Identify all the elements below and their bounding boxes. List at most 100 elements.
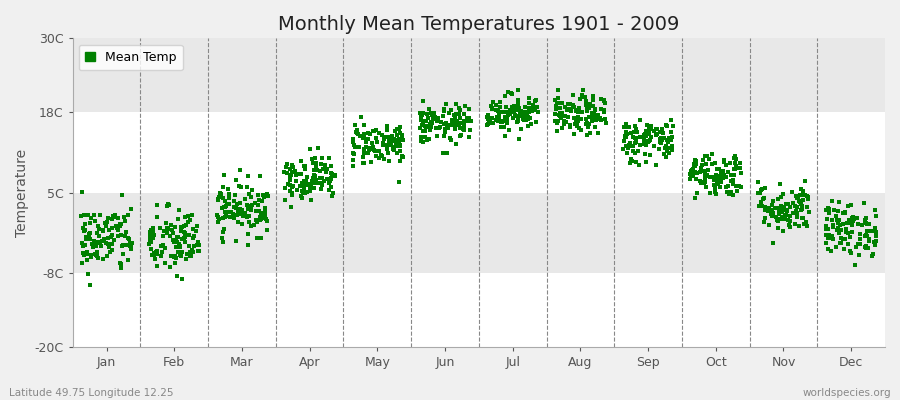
- Point: [307, 167, 321, 174]
- Point: [418, 134, 432, 141]
- Point: [563, 108, 578, 114]
- Point: [111, 233, 125, 240]
- Point: [830, 217, 844, 224]
- Point: [551, 87, 565, 94]
- Point: [764, 207, 778, 214]
- Point: [842, 220, 856, 227]
- Point: [831, 225, 845, 232]
- Point: [374, 152, 388, 158]
- Point: [733, 165, 747, 172]
- Point: [719, 162, 733, 168]
- Point: [105, 232, 120, 238]
- Point: [490, 114, 504, 120]
- Point: [826, 224, 841, 230]
- Point: [426, 116, 440, 122]
- Point: [868, 228, 882, 235]
- Point: [862, 236, 877, 242]
- Point: [842, 220, 857, 226]
- Point: [378, 134, 392, 140]
- Point: [505, 115, 519, 122]
- Point: [294, 188, 309, 194]
- Point: [385, 138, 400, 144]
- Point: [166, 227, 180, 234]
- Point: [700, 167, 715, 173]
- Point: [447, 122, 462, 128]
- Point: [709, 190, 724, 197]
- Point: [437, 128, 452, 134]
- Point: [289, 172, 303, 178]
- Point: [76, 250, 90, 256]
- Point: [101, 241, 115, 247]
- Point: [719, 184, 733, 190]
- Point: [653, 140, 668, 146]
- Point: [775, 216, 789, 222]
- Point: [859, 219, 873, 226]
- Point: [593, 117, 608, 123]
- Point: [240, 173, 255, 179]
- Point: [105, 213, 120, 219]
- Point: [562, 124, 577, 130]
- Point: [310, 145, 325, 151]
- Point: [714, 171, 728, 177]
- Point: [522, 109, 536, 115]
- Point: [840, 220, 854, 226]
- Point: [796, 215, 810, 221]
- Point: [717, 172, 732, 178]
- Point: [519, 108, 534, 115]
- Point: [554, 114, 568, 120]
- Point: [350, 129, 365, 136]
- Point: [796, 188, 810, 194]
- Point: [713, 184, 727, 190]
- Point: [628, 123, 643, 130]
- Point: [363, 144, 377, 151]
- Point: [581, 114, 596, 120]
- Point: [220, 201, 234, 208]
- Point: [241, 242, 256, 248]
- Point: [115, 243, 130, 250]
- Point: [168, 260, 183, 266]
- Point: [835, 221, 850, 227]
- Point: [492, 109, 507, 115]
- Point: [724, 188, 739, 195]
- Point: [304, 178, 319, 184]
- Point: [304, 197, 319, 204]
- Point: [431, 115, 446, 122]
- Point: [220, 208, 234, 215]
- Point: [798, 192, 813, 198]
- Point: [825, 222, 840, 228]
- Point: [819, 224, 833, 230]
- Point: [380, 146, 394, 152]
- Point: [436, 150, 450, 156]
- Point: [688, 158, 703, 164]
- Point: [283, 182, 297, 188]
- Point: [89, 230, 104, 236]
- Point: [96, 228, 111, 234]
- Point: [216, 184, 230, 190]
- Point: [362, 147, 376, 154]
- Point: [789, 204, 804, 210]
- Point: [162, 264, 176, 270]
- Point: [307, 180, 321, 186]
- Point: [233, 184, 248, 190]
- Point: [664, 128, 679, 135]
- Point: [82, 231, 96, 238]
- Point: [778, 201, 793, 207]
- Point: [571, 107, 585, 113]
- Point: [211, 196, 225, 202]
- Point: [122, 257, 136, 263]
- Point: [438, 101, 453, 108]
- Point: [91, 223, 105, 230]
- Point: [449, 118, 464, 125]
- Point: [801, 194, 815, 200]
- Point: [388, 128, 402, 134]
- Point: [247, 222, 261, 228]
- Point: [416, 122, 430, 128]
- Point: [859, 232, 873, 239]
- Point: [328, 173, 342, 179]
- Point: [694, 180, 708, 186]
- Point: [590, 116, 604, 122]
- Point: [830, 227, 844, 233]
- Point: [374, 153, 389, 160]
- Point: [354, 114, 368, 120]
- Point: [158, 244, 172, 251]
